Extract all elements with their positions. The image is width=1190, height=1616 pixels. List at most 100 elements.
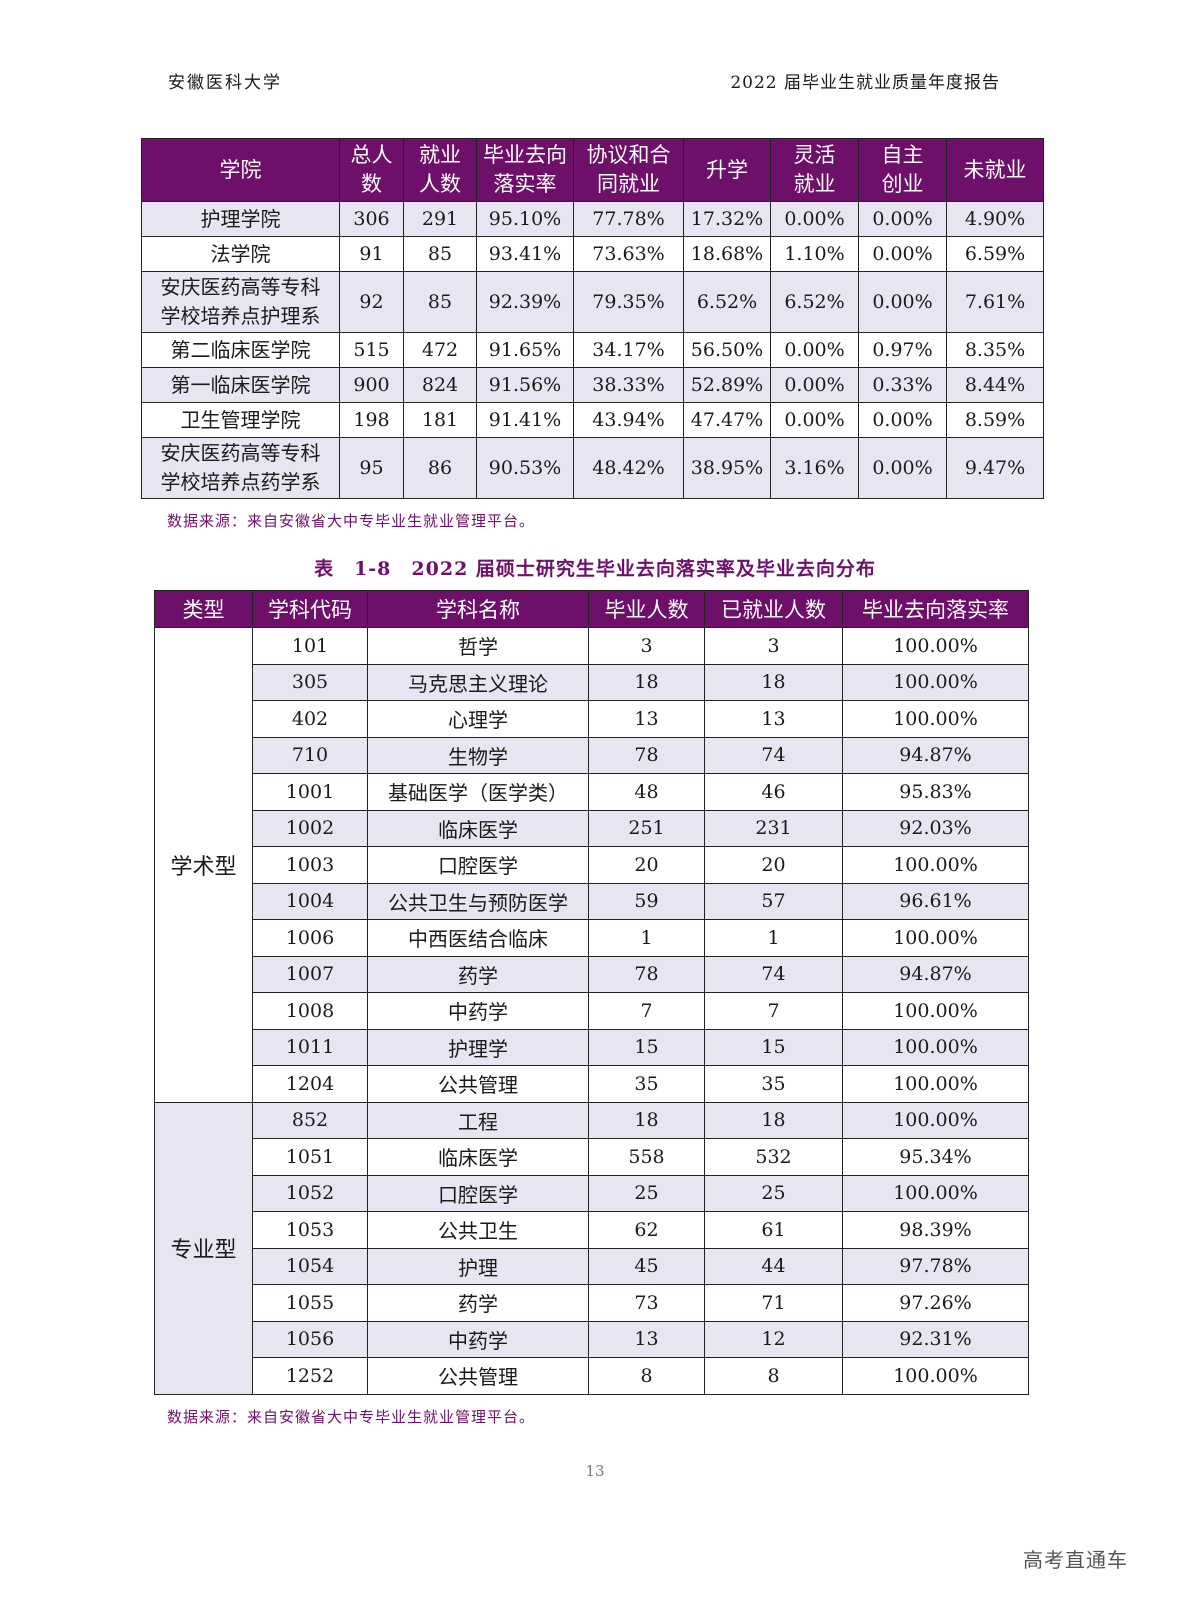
cell-line: 就业 <box>419 143 461 167</box>
subject-name-cell: 临床医学 <box>367 809 589 847</box>
table-cell: 291 <box>403 201 477 237</box>
table-cell: 3 <box>588 627 705 665</box>
table-cell: 6.52% <box>683 271 771 333</box>
table-cell: 17.32% <box>683 201 771 237</box>
college-name-cell: 第二临床医学院 <box>141 332 340 368</box>
table2-header-cell: 毕业人数 <box>588 590 705 628</box>
table-row: 1056 中药学 13 12 92.31% <box>155 1320 1029 1358</box>
cell-line: 卫生管理学院 <box>180 407 301 432</box>
table-cell: 0.00% <box>858 271 947 333</box>
table-cell: 15 <box>704 1028 843 1066</box>
table-cell: 48 <box>588 773 705 811</box>
table-cell: 18 <box>704 1101 843 1139</box>
table-cell: 92.39% <box>476 271 574 333</box>
degree-type-cell: 专业型 <box>154 1101 253 1395</box>
cell-line: 协议和合 <box>586 143 671 167</box>
table-cell: 12 <box>704 1320 843 1358</box>
cell-line: 第二临床医学院 <box>170 337 311 362</box>
table-cell: 0.00% <box>770 332 859 368</box>
table-cell: 824 <box>403 367 477 403</box>
college-employment-table: 学院 总人数就业 人数 毕业去向 落实率 协议和合 同就业 升学 灵活 就业 自主 创业 未就业 护理学… <box>141 138 1044 499</box>
subject-name-cell: 马克思主义理论 <box>367 663 589 701</box>
table-cell: 74 <box>704 736 843 774</box>
table-cell: 56.50% <box>683 332 771 368</box>
table-cell: 85 <box>403 271 477 333</box>
table-cell: 100.00% <box>842 1357 1029 1395</box>
subject-name-cell: 口腔医学 <box>367 1174 589 1212</box>
cell-line: 安庆医药高等专科 <box>160 275 321 299</box>
subject-code-cell: 1051 <box>252 1138 368 1176</box>
table-row: 1054 护理 45 44 97.78% <box>155 1247 1029 1285</box>
table-row: 1002 临床医学 251 231 92.03% <box>155 809 1029 847</box>
table-cell: 77.78% <box>573 201 684 237</box>
table-cell: 92.31% <box>842 1320 1029 1358</box>
subject-name-cell: 工程 <box>367 1101 589 1139</box>
table1-header-cell: 就业 人数 <box>403 138 477 202</box>
college-name-cell: 护理学院 <box>141 201 340 237</box>
table1-header-cell: 毕业去向 落实率 <box>476 138 574 202</box>
table-cell: 0.00% <box>858 201 947 237</box>
table-cell: 38.95% <box>683 437 771 499</box>
table-cell: 52.89% <box>683 367 771 403</box>
header-report-title: 2022 届毕业生就业质量年度报告 <box>730 73 1000 93</box>
table-cell: 0.00% <box>858 236 947 272</box>
table-cell: 91.41% <box>476 402 574 438</box>
table2-header-cell: 已就业人数 <box>704 590 843 628</box>
table-cell: 198 <box>339 402 404 438</box>
table-cell: 13 <box>588 700 705 738</box>
table-cell: 94.87% <box>842 955 1029 993</box>
table-row: 1053 公共卫生 62 61 98.39% <box>155 1211 1029 1249</box>
subject-name-cell: 公共管理 <box>367 1357 589 1395</box>
cell-line: 法学院 <box>210 241 271 266</box>
cell-line: 升学 <box>706 157 748 182</box>
cell-line: 创业 <box>881 172 924 196</box>
table-cell: 47.47% <box>683 402 771 438</box>
cell-line: 未就业 <box>963 157 1027 182</box>
table-cell: 13 <box>588 1320 705 1358</box>
table-cell: 98.39% <box>842 1211 1029 1249</box>
table-cell: 7 <box>704 992 843 1030</box>
subject-name-cell: 公共卫生 <box>367 1211 589 1249</box>
table1-header-cell: 协议和合 同就业 <box>573 138 684 202</box>
table1-header-row: 学院 总人数就业 人数 毕业去向 落实率 协议和合 同就业 升学 灵活 就业 自主 创业 未就业 <box>141 138 1044 202</box>
table-cell: 0.97% <box>858 332 947 368</box>
table1-header-cell: 升学 <box>683 138 771 202</box>
table-cell: 20 <box>704 846 843 884</box>
table1-data-source: 数据来源：来自安徽省大中专毕业生就业管理平台。 <box>167 512 536 530</box>
table-cell: 92.03% <box>842 809 1029 847</box>
subject-code-cell: 1007 <box>252 955 368 993</box>
subject-code-cell: 305 <box>252 663 368 701</box>
cell-line: 护理学院 <box>200 206 281 231</box>
table-cell: 515 <box>339 332 404 368</box>
college-name-cell: 第一临床医学院 <box>141 367 340 403</box>
table-cell: 43.94% <box>573 402 684 438</box>
table-row: 第一临床医学院 900 824 91.56% 38.33% 52.89% 0.00% 0.33… <box>141 367 1044 403</box>
college-name-cell: 法学院 <box>141 236 340 272</box>
table-row: 710 生物学 78 74 94.87% <box>155 736 1029 774</box>
cell-line: 人数 <box>419 172 461 196</box>
table-cell: 95.83% <box>842 773 1029 811</box>
table-row: 护理学院 306 291 95.10% 77.78% 17.32% 0.00% 0.00% 4.… <box>141 201 1044 237</box>
table-cell: 90.53% <box>476 437 574 499</box>
subject-code-cell: 1003 <box>252 846 368 884</box>
subject-code-cell: 1002 <box>252 809 368 847</box>
table-cell: 9.47% <box>946 437 1044 499</box>
subject-code-cell: 1006 <box>252 919 368 957</box>
table-cell: 71 <box>704 1284 843 1322</box>
cell-line: 落实率 <box>493 172 557 196</box>
subject-code-cell: 1011 <box>252 1028 368 1066</box>
table2-header-cell: 毕业去向落实率 <box>842 590 1029 628</box>
table-cell: 7 <box>588 992 705 1030</box>
cell-line: 总人 <box>350 143 393 167</box>
subject-name-cell: 临床医学 <box>367 1138 589 1176</box>
subject-name-cell: 生物学 <box>367 736 589 774</box>
table-row: 1051 临床医学 558 532 95.34% <box>155 1138 1029 1176</box>
table1-header-cell: 灵活 就业 <box>770 138 859 202</box>
table-cell: 91.65% <box>476 332 574 368</box>
table-cell: 93.41% <box>476 236 574 272</box>
watermark-logo: 高考直通车 <box>1023 1548 1128 1572</box>
table-cell: 25 <box>704 1174 843 1212</box>
table-row: 1204 公共管理 35 35 100.00% <box>155 1065 1029 1103</box>
page-number: 13 <box>585 1462 605 1480</box>
subject-code-cell: 1055 <box>252 1284 368 1322</box>
